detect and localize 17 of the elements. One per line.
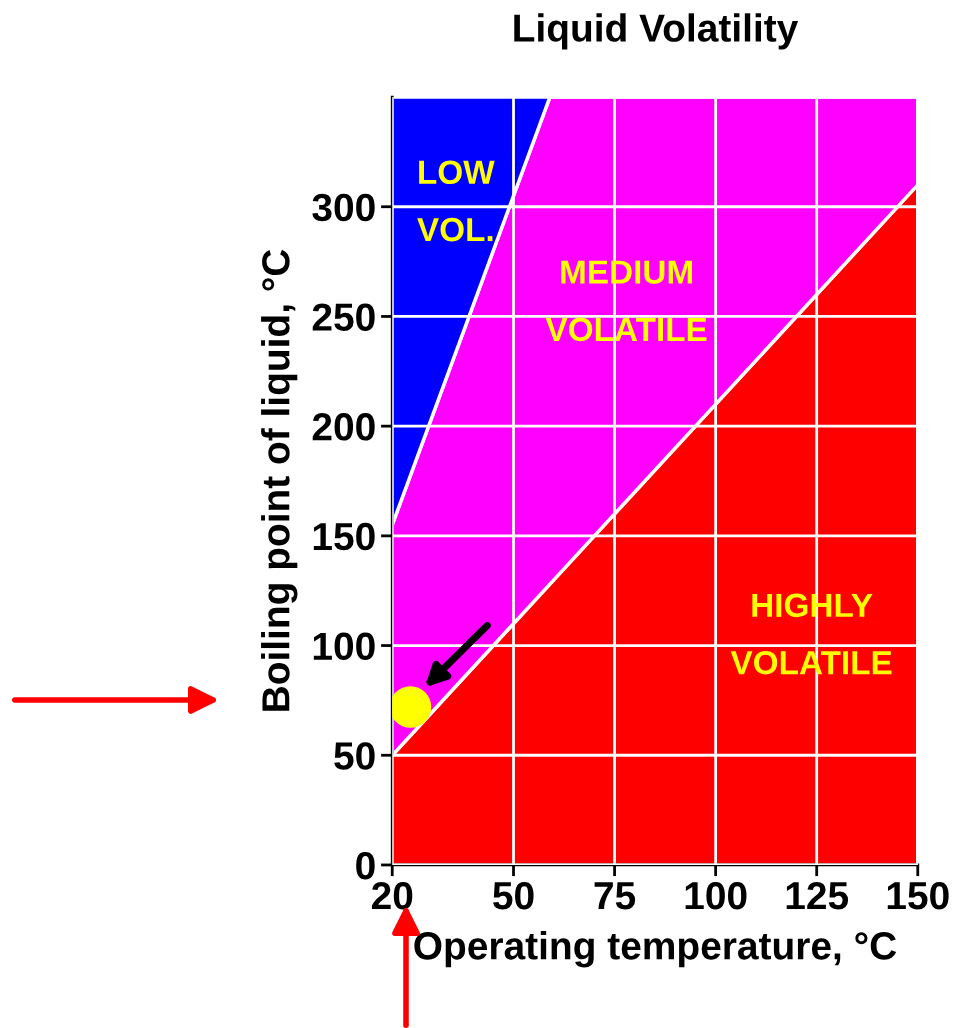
y-tick-label: 150 xyxy=(313,522,375,551)
y-tick-label: 50 xyxy=(334,742,375,770)
y-axis-title: Boiling point of liquid, °C xyxy=(261,249,298,711)
y-tick-label: 100 xyxy=(313,632,375,661)
x-tick-label: 150 xyxy=(887,881,949,910)
chart-title: Liquid Volatility xyxy=(514,13,799,50)
x-tick-label: 100 xyxy=(685,881,747,910)
x-tick-label: 50 xyxy=(493,881,534,910)
series-label: LOW VOL. xyxy=(417,160,495,242)
x-tick-label: 75 xyxy=(594,882,636,910)
x-axis-title: Operating temperature, °C xyxy=(414,931,897,968)
y-tick-label: 300 xyxy=(312,193,375,222)
y-tick-label: 200 xyxy=(312,413,375,441)
y-tick-label: 0 xyxy=(356,851,375,880)
y-tick-label: 250 xyxy=(312,303,375,331)
x-tick-label: 125 xyxy=(786,881,849,910)
x-tick-label: 20 xyxy=(371,881,413,910)
